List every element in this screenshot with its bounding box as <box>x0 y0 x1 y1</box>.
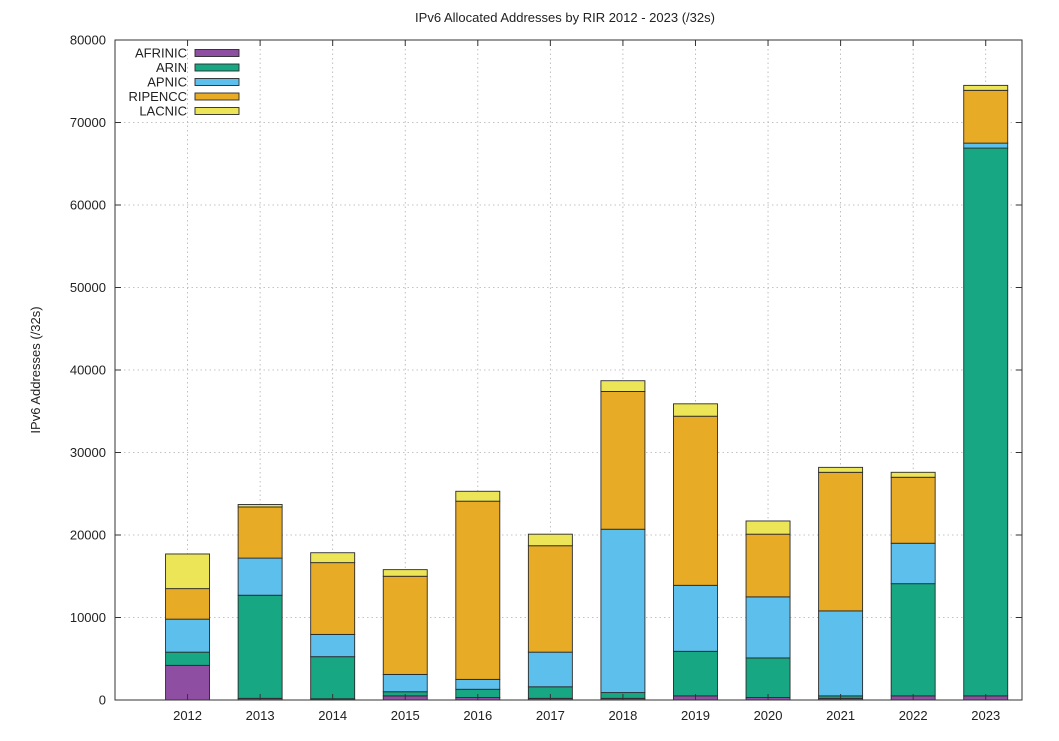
y-axis-label: IPv6 Addresses (/32s) <box>28 306 43 433</box>
legend-swatch-arin <box>194 63 240 72</box>
y-tick-label: 30000 <box>70 445 106 460</box>
y-tick-label: 60000 <box>70 198 106 213</box>
axes: 0 10000 20000 30000 40000 50000 60000 70000 8000… <box>70 33 1023 723</box>
bar-lacnic-2022 <box>890 471 936 478</box>
bar-ripencc-2013 <box>237 506 283 559</box>
bar-lacnic-2015 <box>382 569 428 577</box>
x-tick-label: 2020 <box>754 708 783 723</box>
bar-apnic-2015 <box>382 673 428 693</box>
bar-ripencc-2018 <box>600 391 646 530</box>
y-tick-label: 70000 <box>70 115 106 130</box>
bar-ripencc-2021 <box>818 471 864 612</box>
bar-ripencc-2017 <box>527 545 573 653</box>
legend-label-afrinic: AFRINIC <box>135 46 187 61</box>
x-tick-label: 2022 <box>899 708 928 723</box>
bar-lacnic-2021 <box>818 466 864 473</box>
bar-arin-2012 <box>165 651 211 666</box>
bar-arin-2014 <box>310 656 356 700</box>
bar-lacnic-2020 <box>745 520 791 535</box>
bar-ripencc-2015 <box>382 575 428 675</box>
legend-swatch-ripencc <box>194 92 240 101</box>
bar-lacnic-2014 <box>310 552 356 564</box>
x-tick-label: 2012 <box>173 708 202 723</box>
bar-apnic-2023 <box>963 142 1009 149</box>
bar-ripencc-2020 <box>745 533 791 598</box>
bar-apnic-2021 <box>818 610 864 697</box>
bar-ripencc-2014 <box>310 562 356 635</box>
bar-arin-2019 <box>673 650 718 697</box>
bar-apnic-2022 <box>890 542 936 585</box>
x-tick-label: 2013 <box>246 708 275 723</box>
legend-label-lacnic: LACNIC <box>139 104 187 119</box>
y-tick-label: 0 <box>99 693 106 708</box>
bar-apnic-2019 <box>673 584 718 652</box>
x-tick-label: 2016 <box>463 708 492 723</box>
bar-ripencc-2016 <box>455 500 501 680</box>
y-tick-label: 10000 <box>70 610 106 625</box>
bar-lacnic-2023 <box>963 84 1009 91</box>
chart-title: IPv6 Allocated Addresses by RIR 2012 - 2… <box>415 10 715 25</box>
bar-arin-2022 <box>890 583 936 697</box>
bar-ripencc-2022 <box>890 476 936 544</box>
x-tick-label: 2017 <box>536 708 565 723</box>
bar-apnic-2020 <box>745 596 791 659</box>
bar-ripencc-2019 <box>673 415 718 586</box>
bar-apnic-2013 <box>237 557 283 596</box>
bar-lacnic-2016 <box>455 490 501 502</box>
legend-swatch-lacnic <box>194 107 240 115</box>
bar-lacnic-2012 <box>165 553 211 590</box>
legend-label-apnic: APNIC <box>147 75 187 90</box>
legend-swatch-apnic <box>194 78 240 86</box>
legend-swatch-afrinic <box>194 49 240 57</box>
bar-apnic-2016 <box>455 678 501 690</box>
legend-label-ripencc: RIPENCC <box>128 89 187 104</box>
bar-ripencc-2012 <box>165 588 211 620</box>
bar-arin-2023 <box>963 147 1009 697</box>
x-tick-label: 2014 <box>318 708 347 723</box>
y-tick-label: 20000 <box>70 528 106 543</box>
x-tick-label: 2023 <box>971 708 1000 723</box>
bar-lacnic-2018 <box>600 380 646 392</box>
x-tick-label: 2018 <box>608 708 637 723</box>
x-tick-label: 2019 <box>681 708 710 723</box>
bar-apnic-2017 <box>527 651 573 688</box>
bar-apnic-2018 <box>600 528 646 694</box>
bar-ripencc-2023 <box>963 89 1009 144</box>
bars <box>165 84 1009 701</box>
bar-lacnic-2013 <box>237 504 283 508</box>
y-tick-label: 50000 <box>70 280 106 295</box>
bar-arin-2020 <box>745 657 791 698</box>
x-tick-label: 2015 <box>391 708 420 723</box>
bar-apnic-2014 <box>310 633 356 658</box>
y-tick-label: 40000 <box>70 363 106 378</box>
bar-lacnic-2017 <box>527 533 573 547</box>
x-tick-label: 2021 <box>826 708 855 723</box>
bar-apnic-2012 <box>165 618 211 653</box>
plot-frame <box>114 39 1023 701</box>
y-tick-label: 80000 <box>70 33 106 48</box>
bar-lacnic-2019 <box>673 403 718 417</box>
legend-label-arin: ARIN <box>156 60 187 75</box>
bar-arin-2013 <box>237 594 283 699</box>
